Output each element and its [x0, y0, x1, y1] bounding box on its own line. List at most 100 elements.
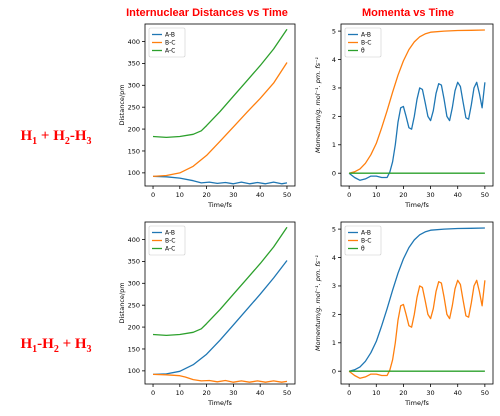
legend-label: θ	[361, 246, 365, 253]
legend-box	[148, 27, 186, 58]
y-tick-label: 100	[128, 367, 140, 375]
x-tick-label: 10	[372, 191, 380, 199]
y-tick-label: 250	[128, 103, 140, 111]
plot-frame	[340, 221, 494, 385]
chart-svg: 0 10 20 30 40 50 0 1 2 3 4 5 Time/fs Momentum/g. mol⁻…	[314, 221, 494, 407]
legend-label: B-C	[361, 238, 371, 245]
legend-label: A-C	[165, 246, 175, 253]
series-line-a-c	[152, 226, 288, 337]
x-tick-label: 20	[202, 389, 210, 397]
legend-label: θ	[361, 48, 365, 55]
x-tick-label: 50	[481, 389, 489, 397]
x-tick-label: 20	[202, 191, 210, 199]
x-tick-label: 20	[399, 191, 407, 199]
y-tick-label: 2	[332, 311, 336, 319]
series-line-a-b	[152, 175, 288, 185]
x-tick-label: 40	[256, 389, 264, 397]
legend-label: A-C	[165, 48, 175, 55]
x-tick-label: 0	[347, 191, 351, 199]
y-tick-label: 300	[128, 82, 140, 90]
series-line-b-c	[348, 29, 485, 174]
x-tick-label: 30	[229, 389, 237, 397]
legend-box	[148, 225, 186, 256]
y-tick-label: 4	[332, 56, 336, 64]
y-tick-label: 4	[332, 254, 336, 262]
y-tick-label: 3	[332, 282, 336, 290]
plot-frame	[144, 221, 296, 385]
chart-svg: 0 10 20 30 40 50 100 150 200 250 300 350 400 Time/fs D…	[118, 23, 296, 209]
x-tick-label: 0	[347, 389, 351, 397]
legend-label: A-B	[165, 230, 175, 237]
x-tick-label: 50	[283, 389, 291, 397]
x-tick-label: 30	[426, 389, 434, 397]
series-line-b-c	[152, 62, 288, 178]
x-axis-label: Time/fs	[207, 399, 232, 407]
legend-box	[344, 27, 382, 58]
y-tick-label: 1	[332, 141, 336, 149]
y-tick-label: 2	[332, 113, 336, 121]
y-tick-label: 150	[128, 147, 140, 155]
y-tick-label: 400	[128, 236, 140, 244]
series-line-a-c	[152, 28, 288, 139]
y-tick-label: 0	[332, 170, 336, 178]
x-tick-label: 10	[372, 389, 380, 397]
y-tick-label: 300	[128, 280, 140, 288]
x-tick-label: 10	[176, 389, 184, 397]
y-tick-label: 250	[128, 301, 140, 309]
chart-svg: 0 10 20 30 40 50 100 150 200 250 300 350 400 Time/fs D…	[118, 221, 296, 407]
series-line-b-c	[152, 373, 288, 383]
x-tick-label: 20	[399, 389, 407, 397]
x-axis-label: Time/fs	[404, 201, 429, 209]
y-tick-label: 150	[128, 345, 140, 353]
x-tick-label: 30	[229, 191, 237, 199]
y-axis-label: Momentum/g. mol⁻¹. pm. fs⁻¹	[314, 255, 322, 351]
heading-distances: Internuclear Distances vs Time	[126, 7, 288, 19]
x-axis-label: Time/fs	[404, 399, 429, 407]
x-tick-label: 10	[176, 191, 184, 199]
y-tick-label: 100	[128, 169, 140, 177]
x-tick-label: 40	[256, 191, 264, 199]
series-line-a-b	[348, 81, 486, 181]
x-axis-label: Time/fs	[207, 201, 232, 209]
plot-frame	[144, 23, 296, 187]
legend-label: A-B	[361, 230, 371, 237]
x-tick-label: 40	[454, 191, 462, 199]
plot-frame	[340, 23, 494, 187]
legend-label: B-C	[361, 40, 371, 47]
y-tick-label: 5	[332, 225, 336, 233]
series-line-a-b	[348, 227, 485, 372]
legend-label: B-C	[165, 40, 175, 47]
chart-svg: 0 10 20 30 40 50 0 1 2 3 4 5 Time/fs Momentum/g. mol⁻…	[314, 23, 494, 209]
x-tick-label: 0	[151, 191, 155, 199]
y-tick-label: 1	[332, 339, 336, 347]
chart-distance-top: 0 10 20 30 40 50 100 150 200 250 300 350 400 Time/fs D…	[112, 22, 300, 212]
x-tick-label: 0	[151, 389, 155, 397]
chart-momentum-top: 0 10 20 30 40 50 0 1 2 3 4 5 Time/fs Momentum/g. mol⁻…	[308, 22, 498, 212]
series-line-b-c	[348, 279, 486, 379]
legend-box	[344, 225, 382, 256]
x-tick-label: 50	[481, 191, 489, 199]
y-tick-label: 350	[128, 60, 140, 68]
chart-momentum-bottom: 0 10 20 30 40 50 0 1 2 3 4 5 Time/fs Momentum/g. mol⁻…	[308, 220, 498, 410]
x-tick-label: 40	[454, 389, 462, 397]
y-axis-label: Distance/pm	[118, 282, 126, 323]
series-line-a-b	[152, 260, 288, 376]
y-tick-label: 3	[332, 84, 336, 92]
y-tick-label: 0	[332, 368, 336, 376]
y-tick-label: 400	[128, 38, 140, 46]
y-axis-label: Distance/pm	[118, 84, 126, 125]
y-tick-label: 200	[128, 323, 140, 331]
reaction-label-top: H1 + H2-H3	[20, 128, 92, 147]
x-tick-label: 50	[283, 191, 291, 199]
reaction-label-bottom: H1-H2 + H3	[20, 336, 92, 355]
legend-label: A-B	[361, 32, 371, 39]
heading-momenta: Momenta vs Time	[361, 7, 455, 19]
legend-label: A-B	[165, 32, 175, 39]
y-tick-label: 200	[128, 125, 140, 133]
legend-label: B-C	[165, 238, 175, 245]
y-axis-label: Momentum/g. mol⁻¹. pm. fs⁻¹	[314, 57, 322, 153]
chart-distance-bottom: 0 10 20 30 40 50 100 150 200 250 300 350 400 Time/fs D…	[112, 220, 300, 410]
y-tick-label: 5	[332, 27, 336, 35]
y-tick-label: 350	[128, 258, 140, 266]
x-tick-label: 30	[426, 191, 434, 199]
